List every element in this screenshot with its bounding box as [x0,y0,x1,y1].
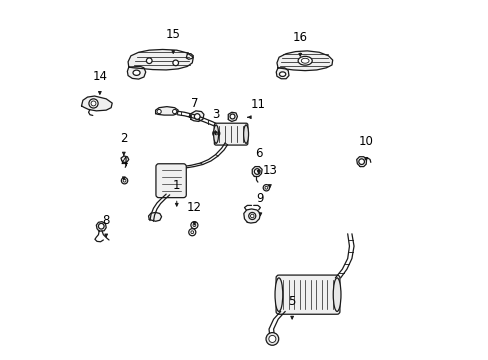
Circle shape [123,179,126,182]
Circle shape [172,109,176,114]
Polygon shape [190,111,203,121]
Circle shape [248,212,255,220]
FancyBboxPatch shape [156,164,186,198]
Polygon shape [228,112,237,121]
FancyBboxPatch shape [276,275,339,314]
Polygon shape [276,51,332,71]
Circle shape [254,169,260,174]
Ellipse shape [279,72,285,76]
Text: 16: 16 [292,31,307,44]
Circle shape [263,185,269,191]
Circle shape [265,333,278,345]
Text: 1: 1 [173,179,180,192]
Circle shape [194,114,200,119]
Circle shape [188,229,195,236]
Polygon shape [96,222,106,231]
Text: 15: 15 [165,28,180,41]
Polygon shape [128,49,193,70]
Circle shape [212,130,219,137]
Text: 11: 11 [250,98,265,111]
Circle shape [173,60,178,66]
Ellipse shape [301,58,308,63]
Polygon shape [148,212,161,221]
Ellipse shape [274,278,282,311]
Circle shape [98,224,104,229]
Circle shape [358,159,364,165]
Circle shape [250,214,253,218]
Text: 6: 6 [254,147,262,160]
Polygon shape [121,156,128,162]
Text: 3: 3 [211,108,219,121]
Text: 4: 4 [120,156,127,170]
Text: 13: 13 [262,164,277,177]
Ellipse shape [332,278,340,311]
Text: 10: 10 [358,135,373,148]
Ellipse shape [213,125,218,143]
Circle shape [268,336,275,342]
Text: 8: 8 [102,213,110,226]
Circle shape [190,231,193,234]
Polygon shape [127,66,145,79]
Circle shape [89,99,98,108]
Circle shape [91,101,96,106]
Circle shape [190,222,198,229]
Text: 2: 2 [120,132,127,145]
Polygon shape [81,96,112,111]
Circle shape [229,114,235,119]
Circle shape [157,109,161,114]
Polygon shape [356,157,366,167]
Ellipse shape [298,57,312,65]
Polygon shape [276,68,288,79]
Circle shape [193,224,195,226]
Ellipse shape [243,125,248,143]
Circle shape [146,58,152,64]
Text: 12: 12 [186,201,202,214]
Circle shape [264,186,267,189]
Text: 14: 14 [92,69,107,83]
FancyBboxPatch shape [214,123,247,145]
Polygon shape [244,209,260,223]
Text: 5: 5 [288,296,295,309]
Polygon shape [155,107,178,115]
Polygon shape [186,54,193,59]
Text: 9: 9 [256,192,264,205]
Text: 7: 7 [190,97,198,110]
Polygon shape [252,167,262,176]
Circle shape [121,177,127,184]
Ellipse shape [133,70,140,75]
Circle shape [214,132,217,135]
